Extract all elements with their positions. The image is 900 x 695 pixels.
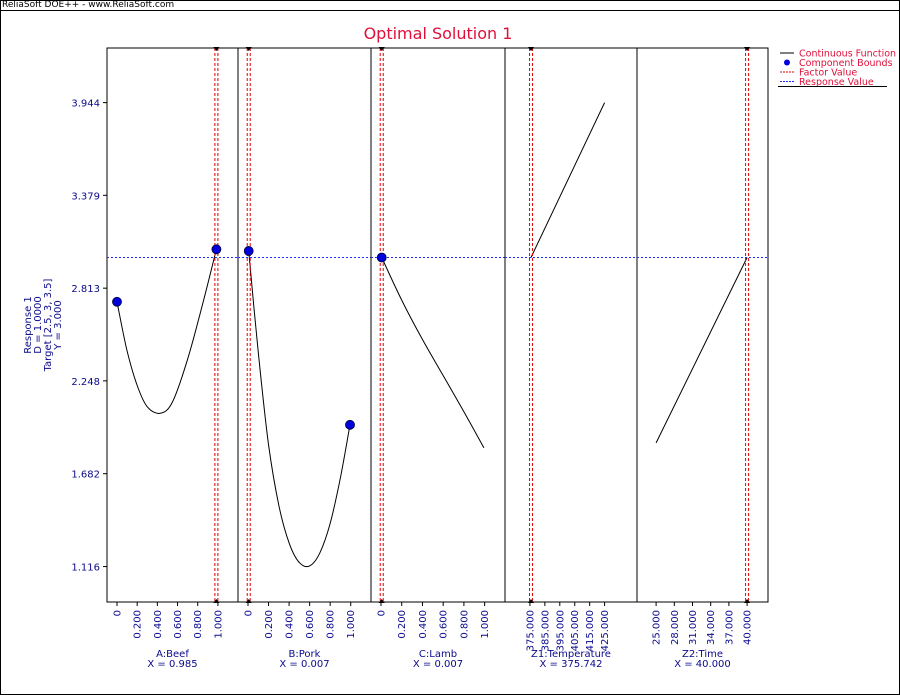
factor-name-label: A:Beef [156, 649, 189, 660]
y-tick-label: 2.248 [71, 377, 100, 388]
x-tick-label: 0 [244, 610, 255, 616]
component-bound-point [376, 252, 387, 263]
continuous-function-line [248, 250, 351, 568]
factor-value-marker [213, 599, 220, 603]
factor-value-marker [378, 47, 385, 51]
panel-z1-temperature: 375.000 385.000 395.000 405.000 415.000 425.0… [504, 47, 638, 670]
x-tick-label: 40.000 [743, 610, 754, 645]
panel-frame [504, 47, 638, 603]
factor-value-marker [213, 47, 220, 51]
factor-value-marker [528, 47, 535, 51]
x-tick-label: 0.600 [439, 610, 450, 639]
x-tick-label: 0.600 [305, 610, 316, 639]
x-tick-label: 0 [113, 610, 124, 616]
x-tick-label: 395.000 [555, 610, 566, 651]
factor-name-label: Z2:Time [682, 649, 723, 660]
x-tick-label: 25.000 [652, 610, 663, 645]
x-tick-label: 0.800 [193, 610, 204, 639]
x-tick-label: 1.000 [346, 610, 357, 639]
x-tick-label: 0.200 [264, 610, 275, 639]
continuous-function-line [655, 257, 748, 444]
factor-value-label: X = 0.985 [147, 659, 197, 670]
factor-value-marker [744, 47, 751, 51]
x-tick-label: 385.000 [540, 610, 551, 651]
x-tick-label: 415.000 [585, 610, 596, 651]
x-tick-label: 0.200 [397, 610, 408, 639]
chart-title: Optimal Solution 1 [364, 24, 513, 43]
y-axis-label-line: Response 1 [23, 296, 34, 354]
legend-item: Response Value [780, 77, 874, 88]
x-tick-label: 37.000 [724, 610, 735, 645]
factor-name-label: Z1:Temperature [531, 649, 611, 660]
panel-frame [370, 47, 506, 603]
factor-value-marker [528, 599, 535, 603]
component-bound-point [345, 419, 355, 430]
legend-item: Continuous Function [780, 49, 896, 60]
y-axis-label-line: Target [2.5, 3, 3.5] [43, 279, 54, 373]
factor-value-label: X = 40.000 [674, 659, 731, 670]
x-tick-label: 0.800 [459, 610, 470, 639]
factor-value-label: X = 375.742 [540, 659, 603, 670]
component-bound-point [243, 246, 254, 256]
x-tick-label: 1.000 [480, 610, 491, 639]
title-rule [0, 10, 900, 11]
legend-bounds-swatch [784, 59, 790, 66]
y-axis-label-text: Response 1D = 1.0000Target [2.5, 3, 3.5]… [23, 279, 64, 373]
factor-value-label: X = 0.007 [413, 659, 463, 670]
y-tick-label: 2.813 [71, 284, 100, 295]
component-bound-point [112, 296, 122, 307]
y-tick-label: 3.379 [71, 191, 100, 202]
x-tick-label: 0.800 [326, 610, 337, 639]
x-tick-label: 0.200 [133, 610, 144, 639]
x-tick-label: 0 [377, 610, 388, 616]
factor-value-marker [378, 599, 385, 603]
legend-item: Factor Value [780, 68, 857, 79]
x-tick-label: 28.000 [670, 610, 681, 645]
x-tick-label: 0.400 [285, 610, 296, 639]
x-tick-label: 0.400 [153, 610, 164, 639]
legend-label: Factor Value [799, 68, 857, 79]
y-axis-label-line: Y = 3.000 [53, 300, 64, 350]
x-tick-label: 0.400 [418, 610, 429, 639]
x-tick-label: 34.000 [706, 610, 717, 645]
y-axis-label: Response 1D = 1.0000Target [2.5, 3, 3.5]… [23, 279, 64, 373]
legend-label: Response Value [799, 77, 874, 88]
factor-name-label: B:Pork [289, 649, 321, 660]
y-axis-label-line: D = 1.0000 [33, 296, 44, 353]
y-tick-label: 3.944 [71, 99, 100, 110]
y-tick-label: 1.116 [71, 563, 100, 574]
factor-value-marker [245, 599, 252, 603]
continuous-function-line [116, 249, 217, 414]
x-tick-label: 405.000 [570, 610, 581, 651]
x-tick-label: 375.000 [525, 610, 536, 651]
legend-label: Continuous Function [799, 49, 896, 60]
factor-value-marker [245, 47, 252, 51]
x-tick-label: 31.000 [688, 610, 699, 645]
x-tick-label: 425.000 [600, 610, 611, 651]
x-tick-label: 1.000 [213, 610, 224, 639]
factor-value-marker [744, 599, 751, 603]
x-tick-label: 0.600 [173, 610, 184, 639]
panel-frame [237, 47, 372, 603]
legend-item: Component Bounds [784, 58, 893, 69]
factor-value-label: X = 0.007 [279, 659, 329, 670]
legend-label: Component Bounds [799, 58, 893, 69]
y-tick-label: 1.682 [71, 470, 100, 481]
app-title: ReliaSoft DOE++ - www.ReliaSoft.com [2, 0, 175, 10]
continuous-function-line [381, 257, 485, 449]
panel-z2-time: 25.000 28.000 31.000 34.000 37.000 40.000 Z2:T… [636, 47, 769, 670]
panel-frame [636, 47, 769, 603]
continuous-function-line [530, 102, 606, 258]
y-axis-ticks: 3.944 3.379 2.813 2.248 1.682 1.116 [71, 99, 107, 574]
factor-name-label: C:Lamb [419, 649, 457, 660]
component-bound-point [211, 244, 222, 255]
